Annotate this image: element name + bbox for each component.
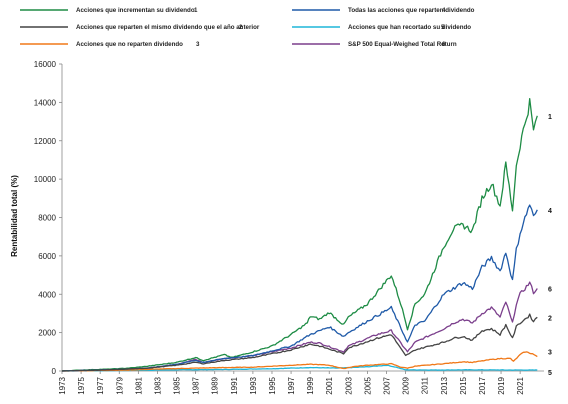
series-end-labels: 1 2 3 4 5 6	[548, 114, 552, 377]
x-tick-label: 1977	[96, 376, 105, 394]
x-tick-label: 2017	[478, 376, 487, 394]
x-tick-label: 2015	[459, 376, 468, 394]
x-tick-label: 2021	[516, 376, 525, 394]
legend: Acciones que incrementan su dividendo 1Ac…	[20, 7, 475, 48]
series-line-5	[62, 364, 538, 372]
series-line-4	[62, 204, 538, 372]
x-tick-label: 1997	[287, 376, 296, 394]
series-end-label-5: 5	[548, 370, 552, 377]
legend-label: Acciones que han recortado su dividendo	[348, 24, 471, 31]
series-end-label-4: 4	[548, 208, 552, 215]
legend-item-3: Acciones que no reparten dividendo 3	[20, 41, 200, 48]
x-tick-label: 2011	[421, 376, 430, 394]
y-tick-label: 12000	[34, 137, 57, 146]
x-tick-label: 2019	[497, 376, 506, 394]
legend-number: 3	[196, 41, 200, 48]
x-tick-label: 1979	[115, 376, 124, 394]
x-tick-label: 1991	[230, 376, 239, 394]
x-tick-label: 1981	[134, 376, 143, 394]
legend-label: Acciones que incrementan su dividendo	[76, 7, 195, 14]
y-tick-label: 10000	[34, 175, 57, 184]
legend-number: 6	[442, 41, 446, 48]
x-tick-label: 1989	[211, 376, 220, 394]
legend-number: 2	[239, 24, 243, 31]
x-tick-label: 1983	[153, 376, 162, 394]
x-tick-label: 1993	[249, 376, 258, 394]
legend-item-4: Todas las acciones que reparten dividend…	[292, 7, 475, 14]
legend-number: 4	[442, 7, 446, 14]
y-tick-label: 4000	[38, 290, 56, 299]
series-line-6	[62, 281, 538, 372]
x-tick-label: 2013	[440, 376, 449, 394]
y-tick-label: 16000	[34, 60, 57, 69]
y-tick-label: 6000	[38, 252, 56, 261]
series-lines	[61, 98, 538, 372]
x-tick-label: 1995	[268, 376, 277, 394]
series-line-3	[61, 351, 538, 372]
series-end-label-2: 2	[548, 315, 552, 322]
x-tick-label: 1987	[192, 376, 201, 394]
legend-item-2: Acciones que reparten el mismo dividendo…	[20, 24, 260, 31]
y-tick-label: 0	[52, 367, 57, 376]
legend-label: Todas las acciones que reparten dividend…	[348, 7, 475, 14]
x-tick-label: 2007	[383, 376, 392, 394]
x-tick-label: 2005	[363, 376, 372, 394]
series-end-label-3: 3	[548, 350, 552, 357]
series-line-1	[61, 98, 538, 372]
y-axis-title: Rentabilidad total (%)	[10, 175, 19, 257]
x-axis: 1973 1975 1977 1979 1981 1983 1985 1987 1989 1991…	[58, 370, 544, 395]
x-tick-label: 2001	[325, 376, 334, 394]
y-tick-label: 2000	[38, 329, 56, 338]
legend-label: S&P 500 Equal-Weighed Total Return	[348, 41, 457, 48]
x-tick-label: 1999	[306, 376, 315, 394]
x-tick-label: 1975	[77, 376, 86, 394]
series-end-label-1: 1	[548, 114, 552, 121]
series-line-2	[61, 313, 538, 372]
legend-label: Acciones que no reparten dividendo	[76, 41, 183, 48]
legend-label: Acciones que reparten el mismo dividendo…	[76, 24, 260, 31]
y-axis: 0 2000 4000 6000 8000 10000 12000 14000 16000	[34, 60, 63, 376]
y-tick-label: 8000	[38, 214, 56, 223]
series-end-label-6: 6	[548, 286, 552, 293]
legend-number: 1	[194, 7, 198, 14]
x-tick-label: 1973	[58, 376, 67, 394]
y-tick-label: 14000	[34, 98, 57, 107]
x-tick-label: 2009	[402, 376, 411, 394]
legend-item-1: Acciones que incrementan su dividendo 1	[20, 7, 198, 14]
legend-number: 5	[441, 24, 445, 31]
x-tick-label: 2003	[344, 376, 353, 394]
x-tick-label: 1985	[173, 376, 182, 394]
